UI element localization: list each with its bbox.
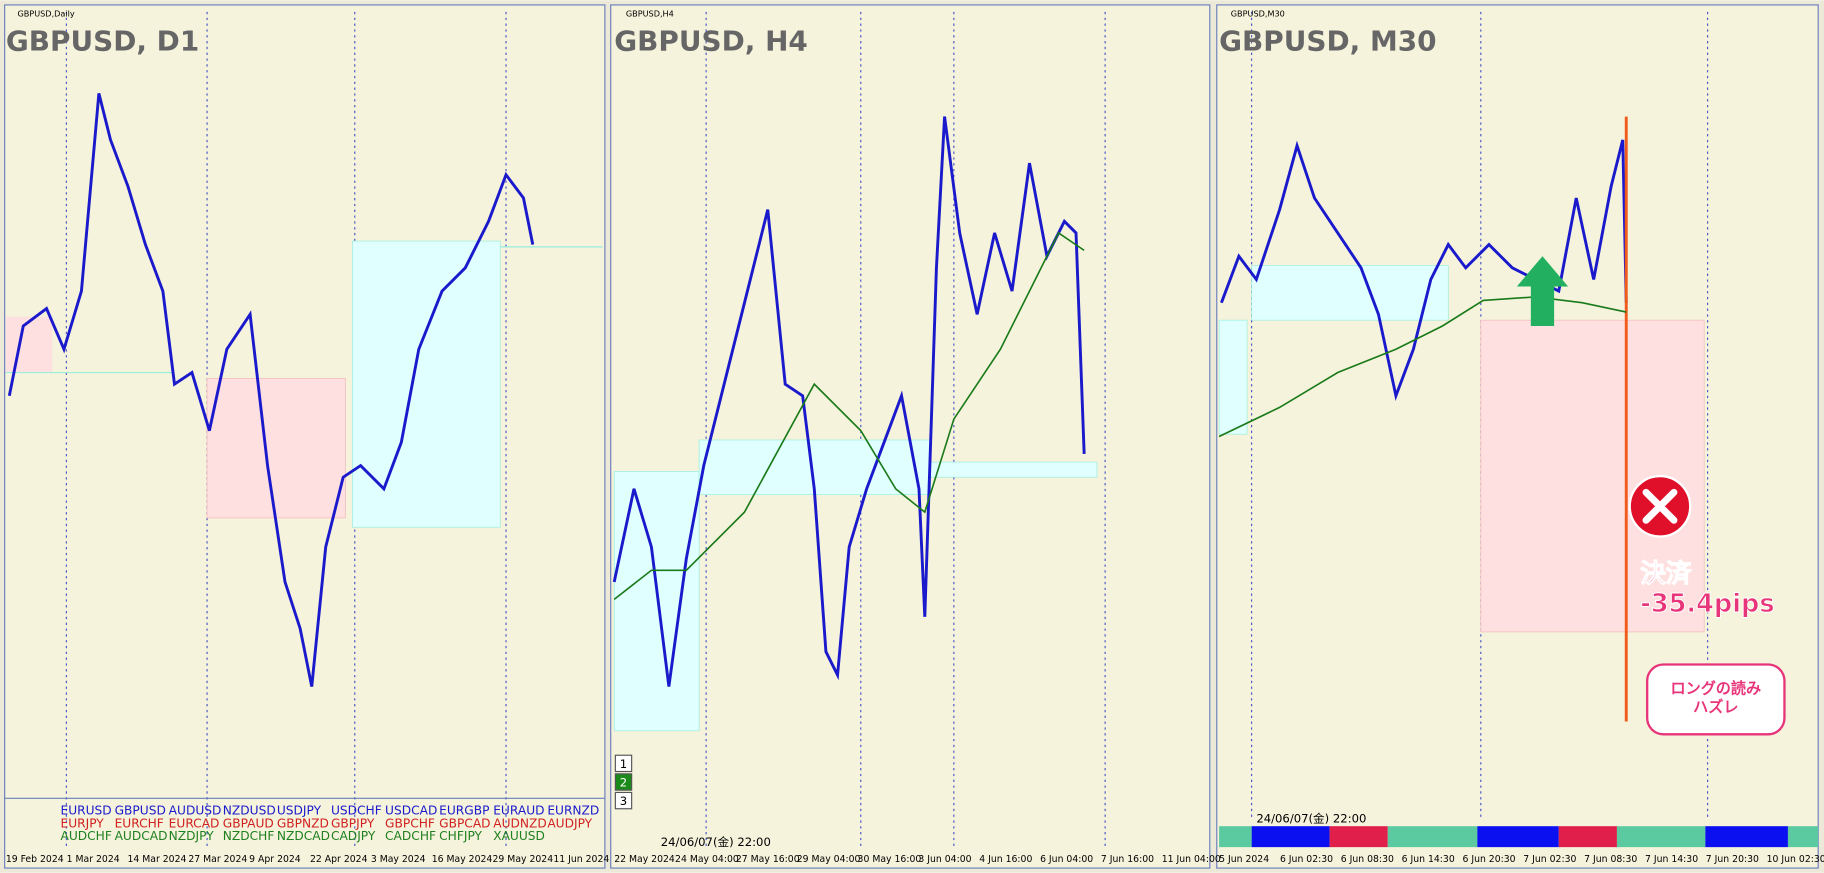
annotation: 決済 bbox=[1640, 558, 1692, 589]
timestamp: 24/06/07(金) 22:00 bbox=[661, 835, 771, 849]
timeframe-button-label[interactable]: 2 bbox=[620, 776, 627, 790]
zone bbox=[1218, 319, 1248, 435]
symbol[interactable]: EURCAD bbox=[169, 816, 220, 830]
symbol[interactable]: USDCAD bbox=[385, 804, 437, 818]
symbol[interactable]: AUDNZD bbox=[493, 816, 547, 830]
date-label: 27 Mar 2024 bbox=[188, 854, 247, 865]
symbol[interactable]: EURJPY bbox=[60, 816, 104, 830]
labels: GBPUSD,Daily GBPUSD, D1 19 Feb 2024 1 Mar 2… bbox=[6, 9, 1824, 866]
moving-average bbox=[613, 231, 1085, 600]
verdict: ロングの読み bbox=[1670, 680, 1761, 698]
date-label: 22 Apr 2024 bbox=[310, 854, 368, 865]
symbol[interactable]: AUDJPY bbox=[547, 816, 592, 830]
date-label: 27 May 16:00 bbox=[736, 854, 800, 865]
symbol[interactable]: GBPAUD bbox=[223, 816, 274, 830]
date-label: 29 May 04:00 bbox=[797, 854, 861, 865]
panel-h4 bbox=[610, 4, 1211, 869]
symbol[interactable]: GBPNZD bbox=[277, 816, 329, 830]
date-label: 30 May 16:00 bbox=[858, 854, 922, 865]
timeframe-button-label[interactable]: 3 bbox=[620, 794, 627, 808]
date-label: 9 Apr 2024 bbox=[249, 854, 301, 865]
date-label: 7 Jun 02:30 bbox=[1523, 854, 1576, 865]
date-label: 6 Jun 02:30 bbox=[1280, 854, 1333, 865]
strength-bar bbox=[1219, 826, 1819, 848]
symbol[interactable]: EURNZD bbox=[547, 804, 599, 818]
date-label: 5 Jun 2024 bbox=[1219, 854, 1269, 865]
timestamp: 24/06/07(金) 22:00 bbox=[1256, 812, 1366, 826]
symbol[interactable]: GBPCAD bbox=[439, 816, 490, 830]
symbol[interactable]: NZDCAD bbox=[277, 829, 330, 843]
long-arrow bbox=[1516, 256, 1569, 326]
date-label: 1 Mar 2024 bbox=[67, 854, 120, 865]
symbol[interactable]: USDCHF bbox=[331, 804, 382, 818]
panel-m30: 決済 -35.4pips ロングの読み ハズレ bbox=[1216, 4, 1819, 869]
zone bbox=[613, 471, 700, 732]
symbol[interactable]: AUDUSD bbox=[169, 804, 222, 818]
panel-d1 bbox=[4, 4, 606, 869]
price-line bbox=[612, 116, 1086, 687]
price-line bbox=[7, 92, 535, 687]
chart-title: GBPUSD, H4 bbox=[614, 24, 808, 57]
symbol[interactable]: NZDUSD bbox=[223, 804, 276, 818]
timeframe-button[interactable] bbox=[614, 791, 633, 810]
symbol[interactable]: EURCHF bbox=[115, 816, 164, 830]
date-label: 7 Jun 14:30 bbox=[1645, 854, 1698, 865]
date-label: 19 Feb 2024 bbox=[6, 854, 64, 865]
zone bbox=[5, 316, 53, 373]
loss-icon-cross bbox=[1642, 488, 1678, 524]
date-label: 3 May 2024 bbox=[371, 854, 426, 865]
date-label: 7 Jun 16:00 bbox=[1101, 854, 1154, 865]
symbol[interactable]: EURUSD bbox=[60, 804, 111, 818]
price-line bbox=[1220, 139, 1628, 401]
symbol[interactable]: NZDCHF bbox=[223, 829, 275, 843]
symbol[interactable]: EURGBP bbox=[439, 804, 489, 818]
date-label: 14 Mar 2024 bbox=[127, 854, 186, 865]
moving-average bbox=[1218, 296, 1627, 438]
date-label: 10 Jun 02:30 bbox=[1767, 854, 1824, 865]
symbol[interactable]: CADCHF bbox=[385, 829, 436, 843]
date-label: 6 Jun 20:30 bbox=[1462, 854, 1515, 865]
zone bbox=[352, 240, 501, 528]
symbol[interactable]: CHFJPY bbox=[439, 829, 482, 843]
symbol[interactable]: EURAUD bbox=[493, 804, 544, 818]
symbol[interactable]: NZDJPY bbox=[169, 829, 215, 843]
grid bbox=[1251, 11, 1709, 821]
date-label: 16 May 2024 bbox=[432, 854, 493, 865]
date-label: 3 Jun 04:00 bbox=[918, 854, 971, 865]
symbol[interactable]: CADJPY bbox=[331, 829, 376, 843]
zone bbox=[1251, 265, 1449, 321]
timeframe-button[interactable] bbox=[614, 754, 633, 773]
window-label: GBPUSD,M30 bbox=[1231, 9, 1285, 19]
symbol[interactable]: GBPUSD bbox=[115, 804, 166, 818]
date-label: 11 Jun 2024 bbox=[553, 854, 609, 865]
date-label: 29 May 2024 bbox=[493, 854, 554, 865]
date-label: 6 Jun 14:30 bbox=[1402, 854, 1455, 865]
symbol[interactable]: GBPCHF bbox=[385, 816, 435, 830]
date-label: 6 Jun 08:30 bbox=[1341, 854, 1394, 865]
symbol[interactable]: USDJPY bbox=[277, 804, 322, 818]
verdict: ハズレ bbox=[1693, 698, 1738, 716]
annotation: -35.4pips bbox=[1640, 589, 1774, 619]
date-label: 4 Jun 16:00 bbox=[979, 854, 1032, 865]
date-label: 7 Jun 08:30 bbox=[1584, 854, 1637, 865]
timeframe-button-label[interactable]: 1 bbox=[620, 757, 627, 771]
date-label: 24 May 04:00 bbox=[675, 854, 739, 865]
symbol[interactable]: XAUUSD bbox=[493, 829, 545, 843]
timeframe-button[interactable] bbox=[614, 773, 633, 791]
date-label: 22 May 2024 bbox=[614, 854, 675, 865]
symbol[interactable]: GBPJPY bbox=[331, 816, 375, 830]
date-label: 7 Jun 20:30 bbox=[1706, 854, 1759, 865]
chart-title: GBPUSD, D1 bbox=[6, 24, 199, 57]
date-label: 6 Jun 04:00 bbox=[1040, 854, 1093, 865]
symbol[interactable]: AUDCHF bbox=[60, 829, 111, 843]
zone bbox=[930, 461, 1098, 478]
window-label: GBPUSD,H4 bbox=[626, 9, 674, 19]
zone bbox=[206, 377, 346, 519]
chart-title: GBPUSD, M30 bbox=[1219, 24, 1436, 57]
window-label: GBPUSD,Daily bbox=[17, 9, 74, 19]
date-label: 11 Jun 04:00 bbox=[1162, 854, 1221, 865]
symbol[interactable]: AUDCAD bbox=[115, 829, 168, 843]
verdict-box bbox=[1646, 663, 1786, 736]
